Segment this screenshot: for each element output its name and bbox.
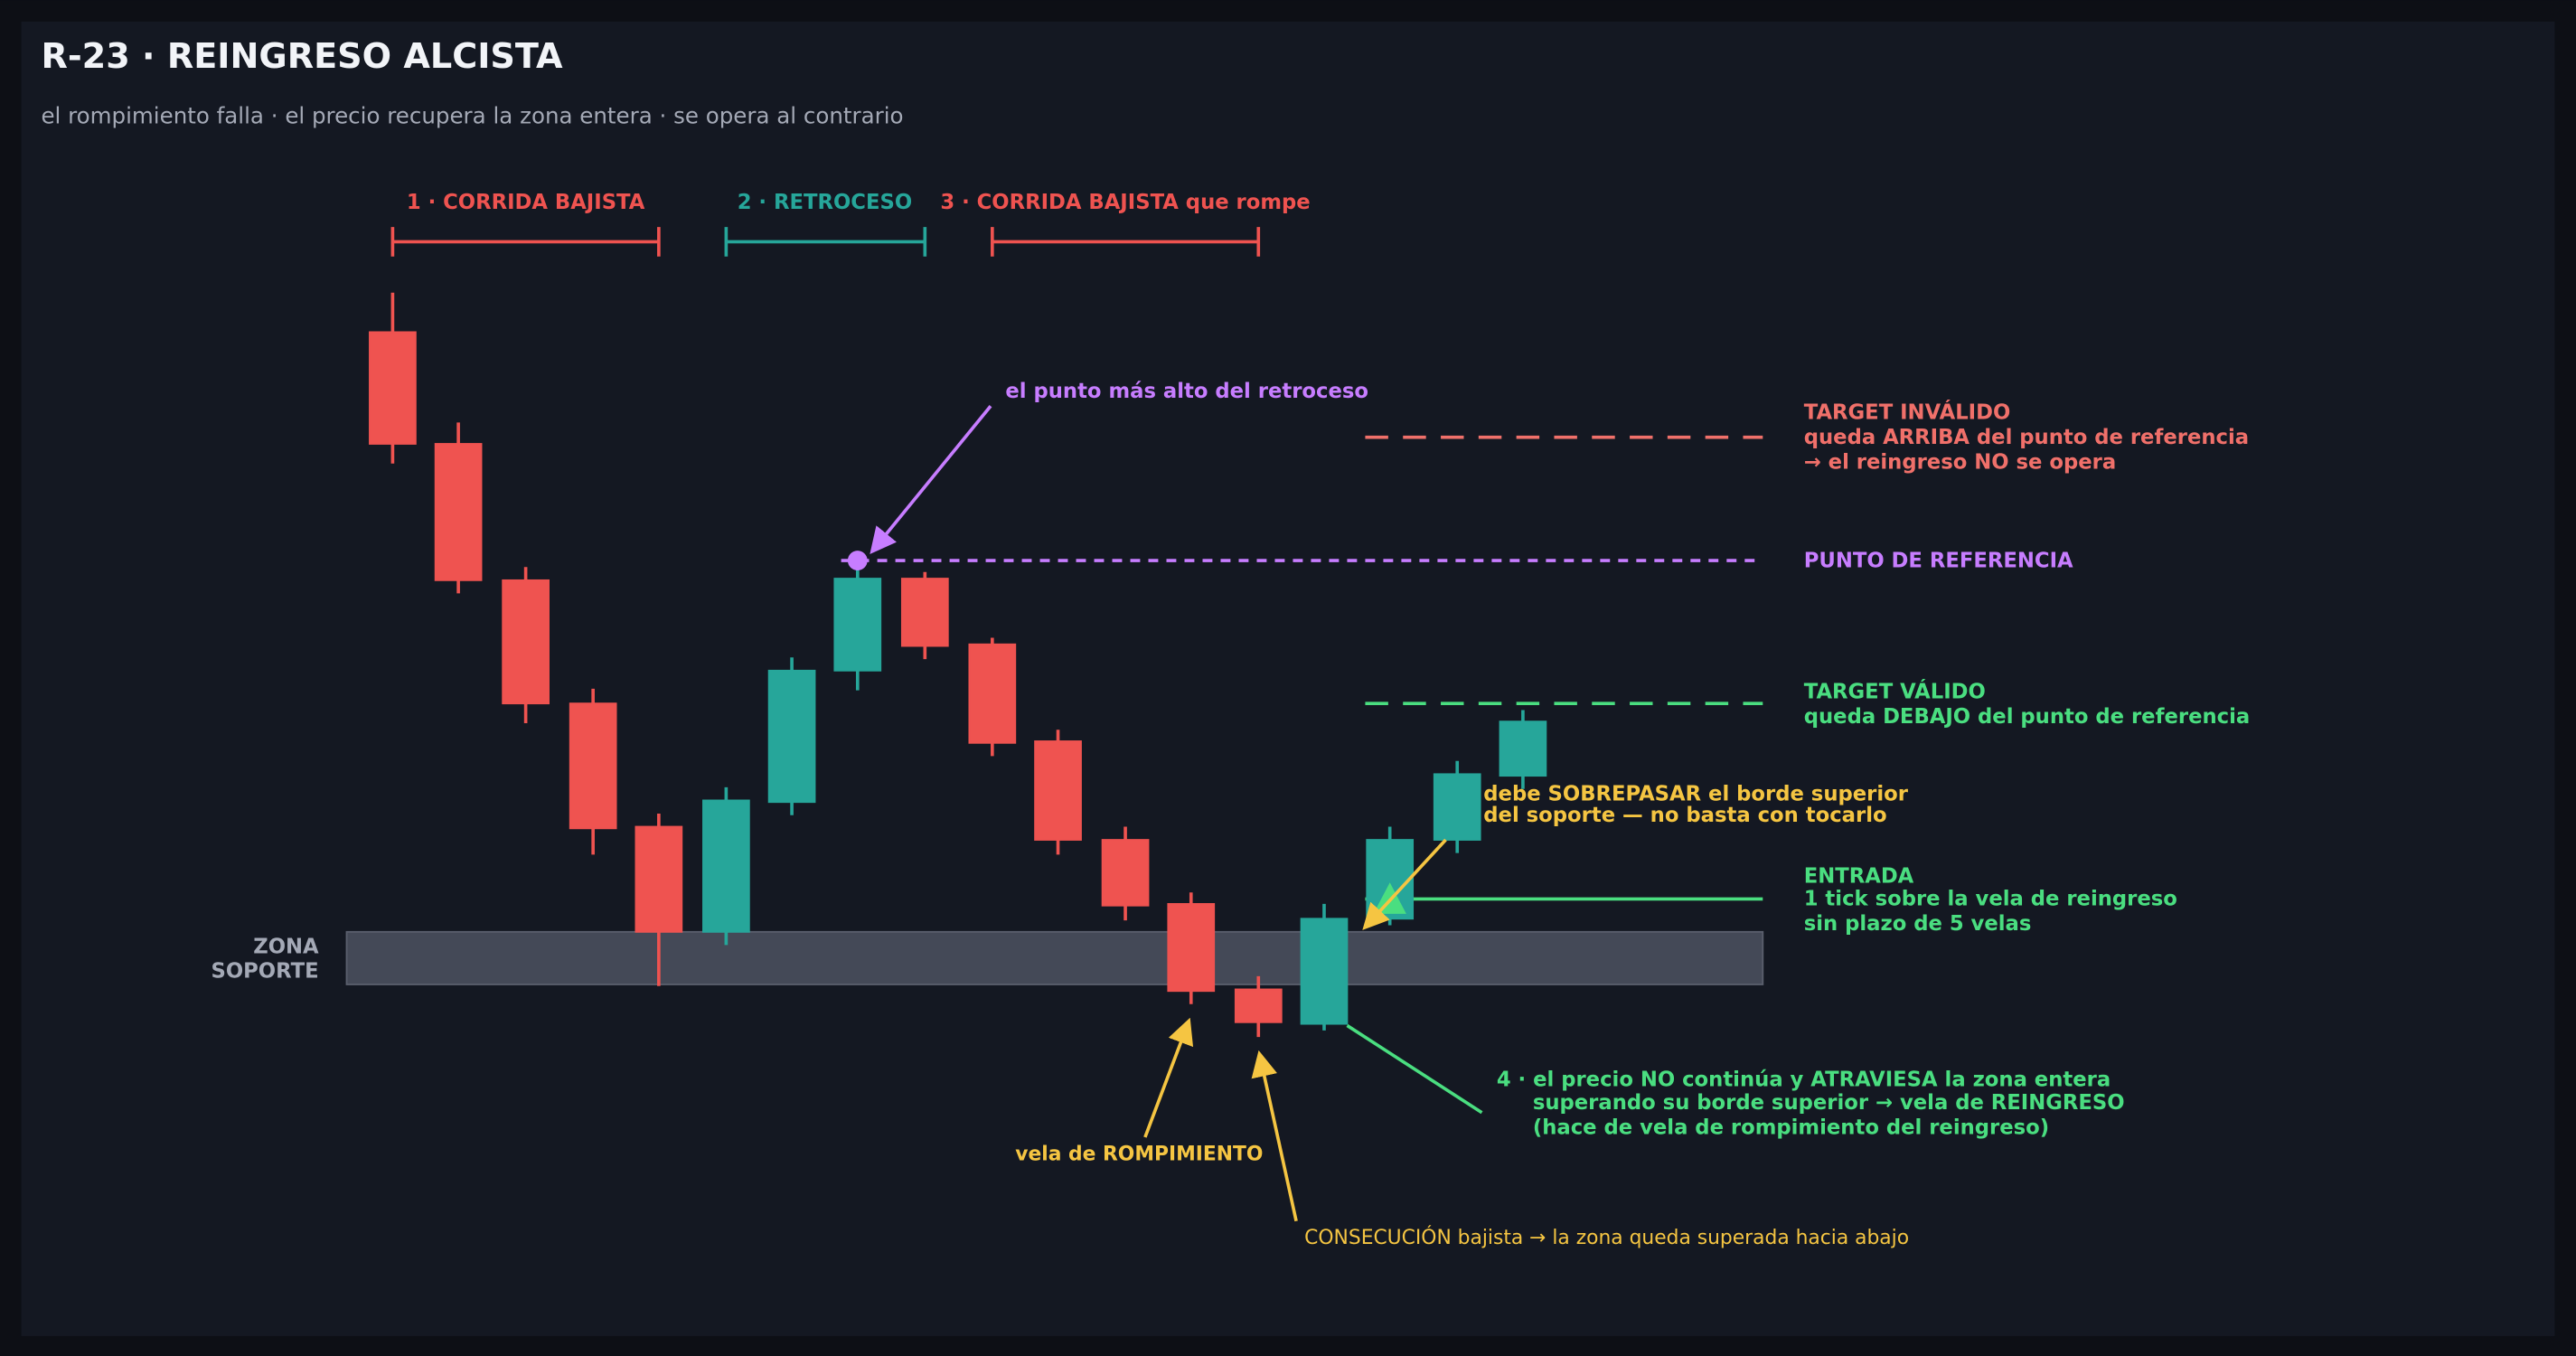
support-zone [345, 930, 1764, 985]
phase-label: 1 · CORRIDA BAJISTA [407, 191, 645, 214]
arrows [870, 405, 1483, 1222]
zone-label: ZONA SOPORTE [211, 935, 319, 983]
candles [369, 292, 1547, 1038]
subtitle: el rompimiento falla · el precio recuper… [41, 103, 903, 129]
target-invalid-note: TARGET INVÁLIDO queda ARRIBA del punto de… [1804, 400, 2249, 475]
entry-note: ENTRADA 1 tick sobre la vela de reingreso… [1804, 864, 2177, 936]
phase-label: 2 · RETROCESO [738, 191, 912, 214]
reentry-note: 4 · el precio NO continúa y ATRAVIESA la… [1497, 1069, 2125, 1140]
phase-brackets: 1 · CORRIDA BAJISTA 2 · RETROCESO 3 · CO… [390, 191, 1311, 257]
title: R-23 · REINGRESO ALCISTA [41, 36, 563, 76]
levels [841, 435, 1763, 901]
panel [21, 21, 2555, 1336]
reference-note: PUNTO DE REFERENCIA [1804, 549, 2073, 572]
phase-label: 3 · CORRIDA BAJISTA que rompe [940, 191, 1310, 214]
consecution-note: CONSECUCIÓN bajista → la zona queda supe… [1304, 1226, 1909, 1249]
peak-note: el punto más alto del retroceso [1005, 380, 1368, 403]
breakout-note: vela de ROMPIMIENTO [1015, 1143, 1263, 1165]
target-valid-note: TARGET VÁLIDO queda DEBAJO del punto de r… [1804, 679, 2251, 729]
peak-dot [847, 551, 868, 570]
surpass-note: debe SOBREPASAR el borde superior del sop… [1483, 782, 1908, 827]
